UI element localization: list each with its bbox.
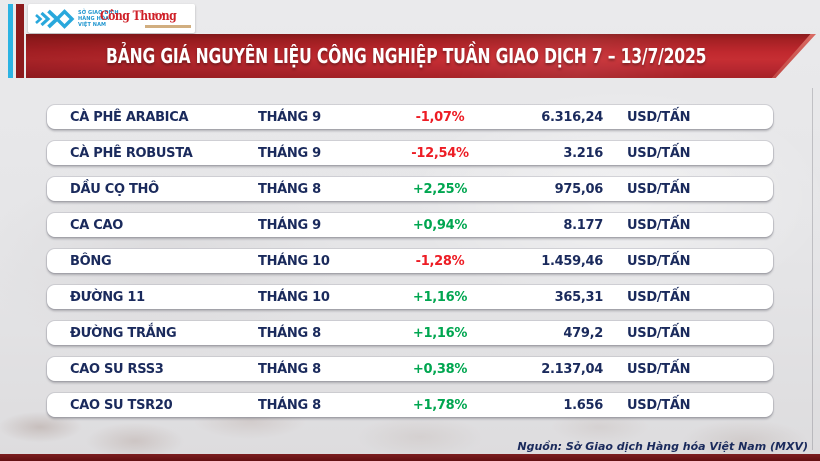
background-line	[812, 88, 813, 450]
title-banner-ribbon	[26, 34, 811, 78]
price-table: CÀ PHÊ ARABICA THÁNG 9 -1,07% 6.316,24 U…	[47, 105, 773, 429]
title-banner: BẢNG GIÁ NGUYÊN LIỆU CÔNG NGHIỆP TUẦN GI…	[26, 34, 816, 78]
commodity-name: CÀ PHÊ ARABICA	[70, 109, 189, 125]
table-row: DẦU CỌ THÔ THÁNG 8 +2,25% 975,06 USD/TẤN	[47, 177, 773, 201]
price-unit: USD/TẤN	[627, 217, 691, 233]
price-unit: USD/TẤN	[627, 361, 691, 377]
table-row: CA CAO THÁNG 9 +0,94% 8.177 USD/TẤN	[47, 213, 773, 237]
table-row: ĐƯỜNG TRẮNG THÁNG 8 +1,16% 479,2 USD/TẤN	[47, 321, 773, 345]
change-percent: +1,16%	[412, 325, 468, 341]
commodity-name: CA CAO	[70, 217, 123, 233]
contract-month: THÁNG 8	[258, 361, 321, 377]
contract-month: THÁNG 9	[258, 217, 321, 233]
change-percent: +0,94%	[412, 217, 468, 233]
contract-month: THÁNG 8	[258, 325, 321, 341]
accent-bar-red	[16, 4, 24, 78]
table-row: CÀ PHÊ ROBUSTA THÁNG 9 -12,54% 3.216 USD…	[47, 141, 773, 165]
contract-month: THÁNG 8	[258, 181, 321, 197]
price-unit: USD/TẤN	[627, 325, 691, 341]
congthuong-logo-subline	[145, 24, 191, 28]
mxv-org-line: VIỆT NAM	[78, 21, 107, 28]
price-value: 1.459,46	[541, 253, 603, 269]
mxv-org-name: SỞ GIAO DỊCH HÀNG HÓA VIỆT NAM	[78, 10, 119, 28]
contract-month: THÁNG 9	[258, 145, 321, 161]
price-value: 365,31	[554, 289, 604, 305]
price-value: 2.137,04	[541, 361, 603, 377]
contract-month: THÁNG 9	[258, 109, 321, 125]
table-row: CAO SU TSR20 THÁNG 8 +1,78% 1.656 USD/TẤ…	[47, 393, 773, 417]
contract-month: THÁNG 8	[258, 397, 321, 413]
mxv-logo-icon	[33, 8, 75, 30]
commodity-name: CAO SU RSS3	[70, 361, 164, 377]
change-percent: +2,25%	[412, 181, 468, 197]
price-unit: USD/TẤN	[627, 145, 691, 161]
commodity-name: ĐƯỜNG 11	[70, 289, 145, 305]
change-percent: +1,78%	[412, 397, 468, 413]
commodity-name: ĐƯỜNG TRẮNG	[70, 325, 177, 341]
price-unit: USD/TẤN	[627, 253, 691, 269]
source-note: Nguồn: Sở Giao dịch Hàng hóa Việt Nam (M…	[517, 440, 808, 453]
change-percent: +0,38%	[412, 361, 468, 377]
table-row: ĐƯỜNG 11 THÁNG 10 +1,16% 365,31 USD/TẤN	[47, 285, 773, 309]
change-percent: +1,16%	[412, 289, 468, 305]
change-percent: -12,54%	[411, 145, 469, 161]
accent-bar-cyan	[8, 4, 13, 78]
table-row: BÔNG THÁNG 10 -1,28% 1.459,46 USD/TẤN	[47, 249, 773, 273]
price-value: 975,06	[554, 181, 604, 197]
price-unit: USD/TẤN	[627, 289, 691, 305]
price-unit: USD/TẤN	[627, 181, 691, 197]
mxv-org-line: HÀNG HÓA	[78, 15, 110, 22]
page-title: BẢNG GIÁ NGUYÊN LIỆU CÔNG NGHIỆP TUẦN GI…	[105, 44, 707, 68]
price-unit: USD/TẤN	[627, 397, 691, 413]
price-value: 8.177	[563, 217, 603, 233]
price-value: 6.316,24	[541, 109, 603, 125]
contract-month: THÁNG 10	[258, 289, 330, 305]
change-percent: -1,28%	[415, 253, 465, 269]
contract-month: THÁNG 10	[258, 253, 330, 269]
congthuong-logo-text: Công Thương	[99, 8, 177, 24]
price-value: 3.216	[563, 145, 603, 161]
logo-bar: SỞ GIAO DỊCH HÀNG HÓA VIỆT NAM Công Thươ…	[28, 4, 195, 33]
price-value: 479,2	[563, 325, 603, 341]
commodity-name: CÀ PHÊ ROBUSTA	[70, 145, 193, 161]
commodity-name: CAO SU TSR20	[70, 397, 173, 413]
congthuong-logo: Công Thương	[100, 9, 191, 28]
table-row: CÀ PHÊ ARABICA THÁNG 9 -1,07% 6.316,24 U…	[47, 105, 773, 129]
commodity-name: BÔNG	[70, 253, 112, 269]
bottom-bar	[0, 454, 820, 461]
price-unit: USD/TẤN	[627, 109, 691, 125]
commodity-name: DẦU CỌ THÔ	[70, 181, 159, 197]
table-row: CAO SU RSS3 THÁNG 8 +0,38% 2.137,04 USD/…	[47, 357, 773, 381]
price-value: 1.656	[563, 397, 603, 413]
change-percent: -1,07%	[415, 109, 465, 125]
mxv-org-line: SỞ GIAO DỊCH	[78, 9, 119, 16]
